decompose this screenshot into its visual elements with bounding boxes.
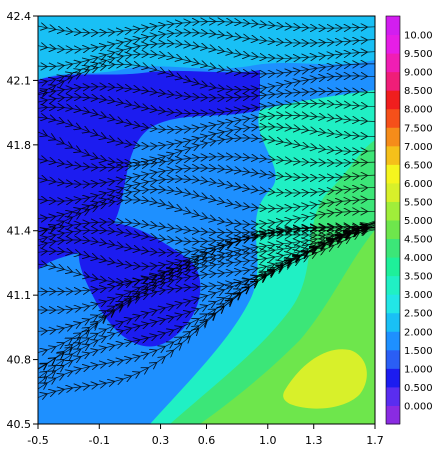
colorbar-swatch xyxy=(386,257,400,277)
colorbar-label: 2.500 xyxy=(404,309,433,320)
colorbar-swatch xyxy=(386,349,400,369)
colorbar-swatch xyxy=(386,220,400,240)
colorbar-label: 5.000 xyxy=(404,216,433,227)
colorbar-label: 8.000 xyxy=(404,105,433,116)
streamline xyxy=(38,200,375,232)
colorbar-swatch xyxy=(386,201,400,221)
streamline-layer xyxy=(38,22,375,398)
colorbar-label: 9.500 xyxy=(404,49,433,60)
y-tick-label: 41.8 xyxy=(7,139,32,152)
x-tick-label: 1.0 xyxy=(259,434,277,447)
colorbar-label: 9.000 xyxy=(404,68,433,79)
x-tick-label: 0.3 xyxy=(152,434,170,447)
x-tick-label: -0.5 xyxy=(27,434,48,447)
colorbar-label: 10.00 xyxy=(404,31,433,42)
colorbar-swatch xyxy=(386,53,400,73)
contour-plot-area xyxy=(38,16,375,424)
y-tick-label: 40.5 xyxy=(7,418,32,431)
colorbar-swatch xyxy=(386,238,400,258)
colorbar-swatch xyxy=(386,386,400,406)
colorbar-label: 0.000 xyxy=(404,401,433,412)
colorbar-label: 1.000 xyxy=(404,364,433,375)
x-tick-label: 1.3 xyxy=(305,434,323,447)
colorbar-label: 5.500 xyxy=(404,197,433,208)
colorbar-swatch xyxy=(386,90,400,110)
colorbar: 0.000 0.500 1.000 1.500 2.000 2.500 3.000 3.500… xyxy=(385,15,433,425)
colorbar-swatch xyxy=(386,127,400,147)
y-tick-label: 40.8 xyxy=(7,354,32,367)
colorbar-label: 2.000 xyxy=(404,327,433,338)
streamline xyxy=(38,224,375,397)
colorbar-label: 8.500 xyxy=(404,86,433,97)
y-tick-label: 41.1 xyxy=(7,289,32,302)
colorbar-swatch xyxy=(386,34,400,54)
y-tick-label: 42.1 xyxy=(7,74,32,87)
colorbar-swatch xyxy=(386,108,400,128)
colorbar-label: 7.500 xyxy=(404,123,433,134)
colorbar-swatch xyxy=(386,71,400,91)
x-tick-label: -0.1 xyxy=(89,434,110,447)
colorbar-swatch xyxy=(386,331,400,351)
x-tick-label: 0.6 xyxy=(198,434,216,447)
colorbar-frame xyxy=(385,15,401,425)
y-tick-label: 41.4 xyxy=(7,225,32,238)
colorbar-label: 3.000 xyxy=(404,290,433,301)
y-tick-label: 42.4 xyxy=(7,10,32,23)
colorbar-label: 0.500 xyxy=(404,383,433,394)
colorbar-swatch xyxy=(386,275,400,295)
colorbar-swatch xyxy=(386,145,400,165)
colorbar-label: 7.000 xyxy=(404,142,433,153)
colorbar-swatch xyxy=(386,312,400,332)
colorbar-swatch xyxy=(386,16,400,36)
colorbar-label: 4.000 xyxy=(404,253,433,264)
y-axis: 40.5 40.8 41.1 41.4 41.8 42.1 42.4 xyxy=(7,10,38,431)
colorbar-swatch xyxy=(386,368,400,388)
colorbar-label: 3.500 xyxy=(404,272,433,283)
colorbar-label: 6.000 xyxy=(404,179,433,190)
x-axis: -0.5 -0.1 0.3 0.6 1.0 1.3 1.7 xyxy=(27,424,384,447)
colorbar-swatch xyxy=(386,294,400,314)
colorbar-swatch xyxy=(386,182,400,202)
colorbar-swatch xyxy=(386,164,400,184)
colorbar-label: 1.500 xyxy=(404,346,433,357)
colorbar-swatch xyxy=(386,405,400,425)
colorbar-label: 4.500 xyxy=(404,235,433,246)
x-tick-label: 1.7 xyxy=(366,434,384,447)
colorbar-label: 6.500 xyxy=(404,160,433,171)
